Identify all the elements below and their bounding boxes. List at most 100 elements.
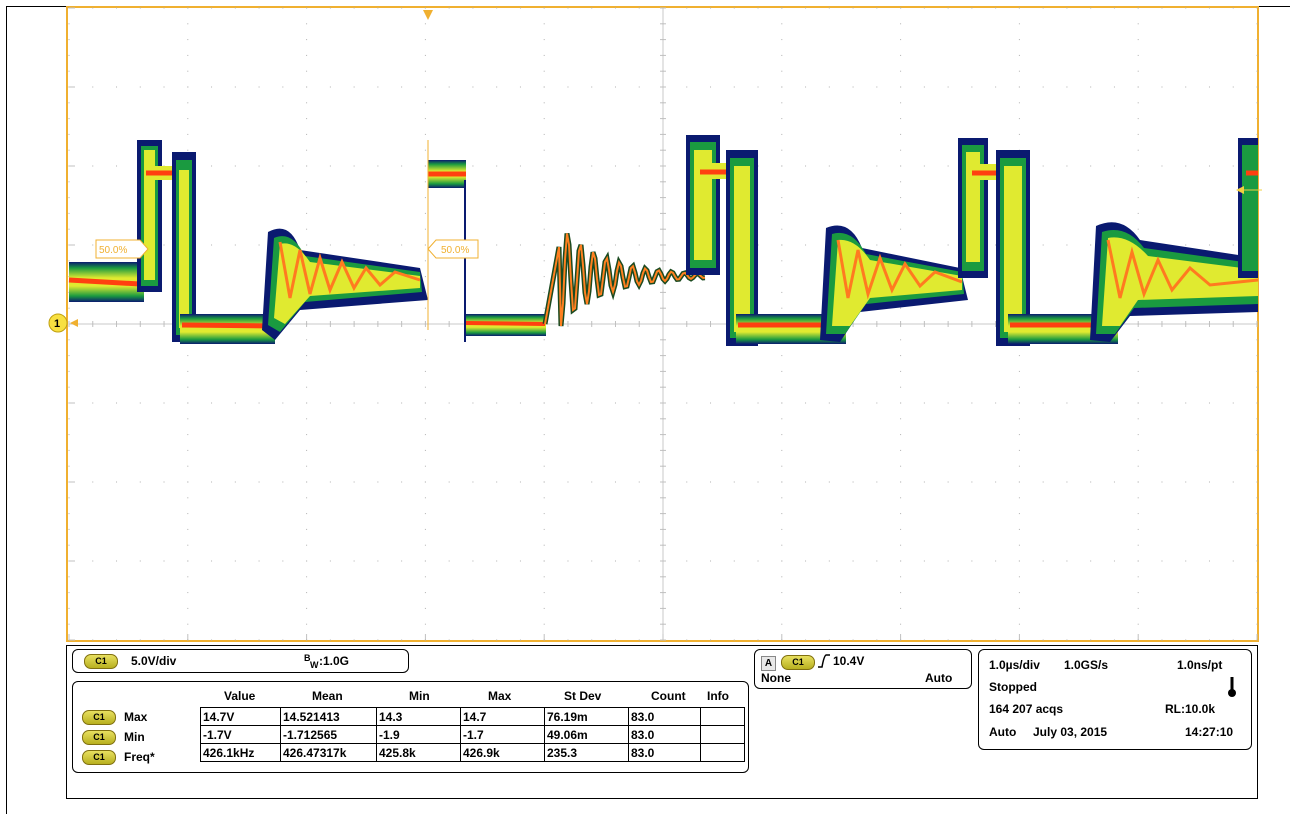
graticule-mark <box>900 418 902 420</box>
table-cell: 14.3 <box>376 707 461 726</box>
col-header-min: Min <box>409 689 430 703</box>
graticule-mark <box>805 7 807 9</box>
graticule-mark <box>876 86 878 88</box>
measurement-row-label-max[interactable]: C1 Max <box>82 710 147 726</box>
graticule-mark <box>567 402 569 404</box>
graticule-mark <box>805 639 807 641</box>
graticule-mark <box>92 639 94 641</box>
graticule-mark <box>757 244 759 246</box>
graticule-mark <box>377 165 379 167</box>
col-header-max: Max <box>488 689 512 703</box>
graticule-mark <box>1090 402 1092 404</box>
channel-1-badge[interactable]: C1 <box>84 654 118 669</box>
graticule-mark <box>614 7 616 9</box>
graticule-mark <box>805 560 807 562</box>
channel-1-marker-label: 1 <box>54 318 60 330</box>
measurement-row-label-freq[interactable]: C1 Freq* <box>82 750 155 766</box>
ref-level-left-marker[interactable]: 50.0% <box>95 239 149 259</box>
graticule-mark <box>139 402 141 404</box>
graticule-mark <box>1018 639 1020 641</box>
graticule-mark <box>710 560 712 562</box>
graticule-mark <box>900 576 902 578</box>
graticule-mark <box>1018 513 1020 515</box>
graticule-mark <box>781 212 783 214</box>
graticule-mark <box>1137 434 1139 436</box>
graticule-mark <box>448 402 450 404</box>
graticule-mark <box>306 592 308 594</box>
table-row: -1.7V -1.712565 -1.9 -1.7 49.06m 83.0 <box>200 725 745 744</box>
graticule-mark <box>781 402 783 404</box>
channel-1-settings-box[interactable]: C1 5.0V/div B W :1.0G <box>72 649 409 673</box>
graticule-mark <box>353 560 355 562</box>
measurement-row-label-min[interactable]: C1 Min <box>82 730 145 746</box>
graticule-mark <box>424 244 426 246</box>
graticule-mark <box>401 165 403 167</box>
graticule-mark <box>1090 639 1092 641</box>
graticule-mark <box>900 449 902 451</box>
graticule-mark <box>68 544 70 546</box>
graticule-mark <box>163 639 165 641</box>
ref-level-mid-marker[interactable]: 50.0% <box>427 239 479 259</box>
graticule-mark <box>424 70 426 72</box>
graticule-mark <box>234 639 236 641</box>
graticule-mark <box>1208 639 1210 641</box>
graticule-mark <box>1018 355 1020 357</box>
graticule-mark <box>1018 102 1020 104</box>
graticule-mark <box>187 7 189 9</box>
channel-1-ground-marker[interactable]: 1 <box>48 313 78 333</box>
trigger-level-marker[interactable] <box>1236 186 1262 194</box>
graticule-mark <box>1185 481 1187 483</box>
graticule-mark <box>591 165 593 167</box>
graticule-mark <box>424 370 426 372</box>
graticule-mark <box>828 86 830 88</box>
graticule-mark <box>733 481 735 483</box>
graticule-mark <box>116 481 118 483</box>
graticule-mark <box>923 165 925 167</box>
waveform-display[interactable]: 50.0% 50.0% 1 <box>0 0 1296 645</box>
trigger-source-badge[interactable]: C1 <box>781 655 815 670</box>
graticule-mark <box>187 623 189 625</box>
graticule-mark <box>211 165 213 167</box>
graticule-mark <box>1208 165 1210 167</box>
graticule-mark <box>68 434 70 436</box>
graticule-mark <box>116 639 118 641</box>
graticule-mark <box>614 244 616 246</box>
graticule-mark <box>472 560 474 562</box>
graticule-mark <box>1113 402 1115 404</box>
graticule-mark <box>781 70 783 72</box>
trigger-position-marker[interactable] <box>423 10 433 20</box>
graticule-mark <box>1185 244 1187 246</box>
graticule-mark <box>543 244 545 246</box>
graticule-mark <box>163 86 165 88</box>
graticule-mark <box>496 244 498 246</box>
graticule-mark <box>306 181 308 183</box>
graticule-mark <box>306 228 308 230</box>
row-badge-freq: C1 <box>82 750 116 766</box>
graticule-mark <box>1137 70 1139 72</box>
graticule-mark <box>1256 623 1258 625</box>
graticule-mark <box>923 7 925 9</box>
trigger-settings-box[interactable]: A C1 10.4V None Auto <box>754 649 972 689</box>
graticule-mark <box>68 607 70 609</box>
graticule-mark <box>68 465 70 467</box>
graticule-mark <box>1018 465 1020 467</box>
graticule-mark <box>900 434 902 436</box>
graticule-mark <box>496 165 498 167</box>
acquisition-box[interactable]: 1.0µs/div 1.0GS/s 1.0ns/pt Stopped 164 2… <box>978 649 1252 750</box>
waveform-segment-4 <box>958 138 1259 346</box>
graticule-mark <box>686 86 688 88</box>
table-cell: -1.712565 <box>280 725 377 744</box>
graticule-mark <box>329 86 331 88</box>
graticule-mark <box>543 434 545 436</box>
graticule-mark <box>852 560 854 562</box>
graticule-mark <box>68 370 70 372</box>
graticule-mark <box>424 607 426 609</box>
graticule-mark <box>900 244 902 246</box>
graticule-mark <box>923 244 925 246</box>
col-header-info: Info <box>707 689 729 703</box>
graticule-mark <box>329 7 331 9</box>
graticule-mark <box>139 639 141 641</box>
graticule-mark <box>258 639 260 641</box>
graticule-mark <box>68 307 70 309</box>
graticule-mark <box>781 133 783 135</box>
